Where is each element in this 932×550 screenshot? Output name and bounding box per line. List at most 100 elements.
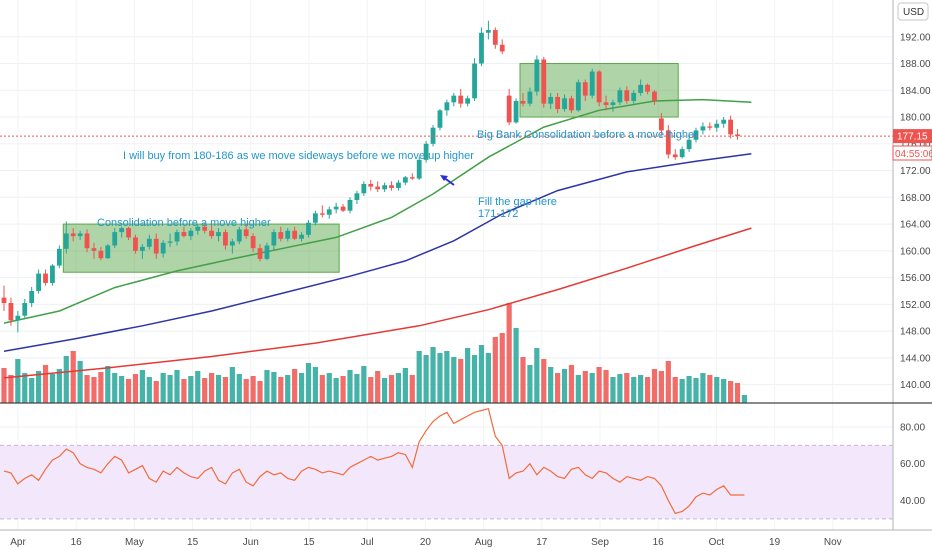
price-tick-label: 168.00: [900, 193, 931, 204]
volume-bar: [222, 377, 229, 403]
volume-bar: [160, 373, 166, 403]
volume-bar: [734, 383, 741, 403]
candle-body: [693, 130, 699, 140]
candle-body: [569, 98, 574, 111]
last-price-badge: 177.15 04:55:06: [892, 129, 932, 161]
candle-body: [582, 82, 588, 96]
volume-bar: [125, 379, 132, 403]
volume-bar: [672, 377, 678, 403]
candle-body: [257, 248, 263, 259]
volume-bar: [354, 374, 360, 403]
volume-bar: [541, 359, 547, 403]
candle-body: [458, 95, 464, 104]
time-tick-label: 16: [653, 537, 665, 548]
volume-bar: [714, 377, 720, 403]
volume-bar: [499, 333, 505, 403]
volume-bar: [167, 375, 173, 403]
volume-bar: [568, 365, 575, 403]
volume-bar: [271, 372, 277, 403]
time-tick-label: Jul: [361, 537, 374, 548]
candle-body: [264, 245, 270, 259]
volume-bar: [728, 381, 734, 403]
currency-label[interactable]: USD: [897, 2, 929, 21]
price-tick-label: 152.00: [900, 300, 931, 311]
price-tick-label: 172.00: [900, 166, 931, 177]
candle-body: [409, 177, 415, 179]
volume-bar: [264, 370, 270, 403]
candle-body: [375, 186, 381, 190]
volume-bar: [347, 370, 353, 403]
volume-bar: [312, 367, 318, 403]
volume-bar: [195, 371, 201, 403]
candle-body: [153, 238, 159, 254]
volume-bar: [395, 373, 402, 403]
volume-bar: [430, 347, 436, 403]
candle-body: [721, 119, 727, 124]
time-axis-ticks: Apr 16 May 15 Jun 15 Jul 20 Aug 17 Sep 16 Oct 19 Nov: [10, 537, 841, 548]
candle-body: [43, 273, 48, 283]
volume-bar: [285, 375, 291, 403]
volume-bar: [561, 369, 568, 403]
volume-bar: [319, 375, 325, 403]
volume-bar: [305, 363, 312, 403]
volume-bar: [29, 378, 35, 403]
volume-bar: [105, 366, 111, 403]
volume-bar: [485, 353, 491, 403]
volume-bar: [229, 367, 235, 403]
price-axis-ticks: 140.00 144.00 148.00 152.00 156.00 160.00 164.…: [900, 32, 931, 391]
volume-bar: [292, 369, 298, 403]
volume-bar: [98, 372, 104, 403]
candle-body: [645, 84, 650, 92]
candle-body: [437, 110, 443, 128]
time-tick-label: 16: [71, 537, 83, 548]
candle-body: [333, 206, 339, 210]
volume-bar: [638, 375, 644, 403]
volume-bar: [471, 355, 478, 403]
candle-body: [229, 241, 235, 246]
volume-bar: [679, 379, 685, 403]
oscillator-tick-label: 80.00: [900, 423, 925, 434]
volume-bar: [132, 374, 139, 403]
annotation-big-bank: Big Bank Consolidation before a move hig…: [477, 129, 698, 141]
volume-bar: [298, 373, 305, 403]
annotation-consolidation: Consolidation before a move higher: [97, 217, 271, 229]
volume-bar: [465, 348, 471, 403]
candlesticks: [1, 20, 740, 333]
volume-bar: [8, 375, 14, 403]
candle-body: [306, 222, 311, 235]
volume-bar: [617, 374, 623, 403]
volume-bar: [278, 377, 284, 403]
candle-body: [575, 82, 581, 111]
candle-body: [236, 229, 242, 242]
price-tick-label: 156.00: [900, 273, 931, 284]
volume-bar: [250, 376, 256, 403]
candle-body: [610, 102, 616, 105]
volume-bar: [375, 371, 381, 403]
volume-bar: [451, 357, 457, 403]
time-tick-label: Apr: [10, 537, 26, 548]
candle-body: [679, 149, 685, 158]
price-tick-label: 188.00: [900, 59, 931, 70]
volume-bar: [631, 377, 637, 403]
volume-bar: [610, 377, 616, 403]
candle-body: [534, 59, 540, 92]
candle-body: [326, 209, 332, 215]
candle-body: [36, 273, 41, 291]
candle-body: [527, 91, 533, 104]
candle-body: [603, 102, 609, 105]
candle-body: [119, 228, 125, 233]
time-tick-label: 19: [769, 537, 781, 548]
volume-bar: [15, 359, 21, 403]
volume-bar: [658, 371, 664, 403]
annotations: I will buy from 180-186 as we move sidew…: [97, 129, 698, 229]
volume-bar: [146, 377, 152, 403]
volume-bar: [181, 379, 187, 403]
candle-body: [313, 213, 318, 223]
candle-body: [77, 233, 83, 237]
price-tick-label: 164.00: [900, 220, 931, 231]
candle-body: [70, 233, 76, 237]
volume-bar: [243, 379, 249, 403]
candle-body: [216, 232, 221, 237]
time-tick-label: 17: [536, 537, 548, 548]
